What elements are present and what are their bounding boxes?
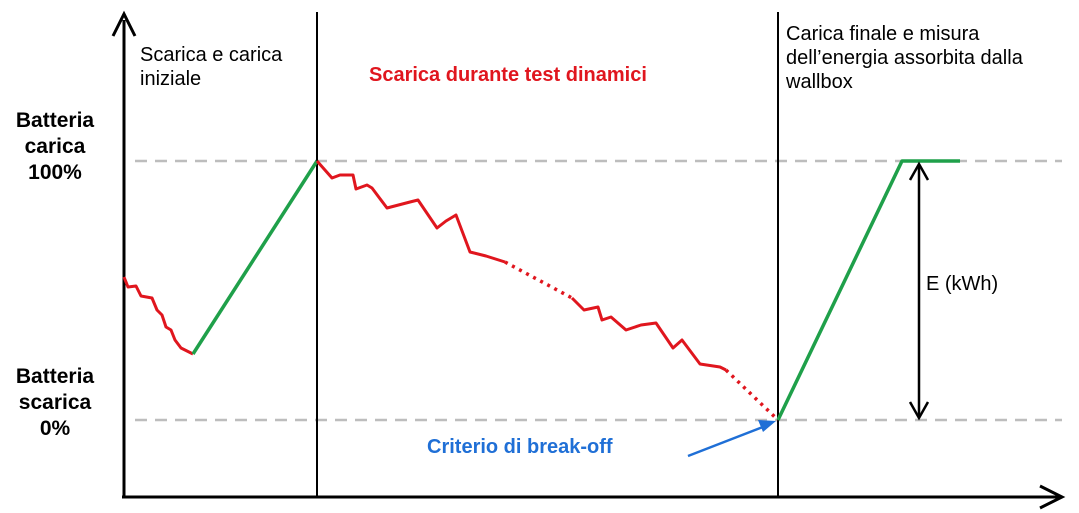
empty-battery-label-line-3: 0% [39,417,71,440]
phase-1-label-line-1: Scarica e carica [140,44,283,66]
energy-arrowhead-bottom [908,401,930,421]
phase-1-label-line-2: iniziale [140,68,202,90]
breakoff-arrow-shaft [687,423,769,458]
energy-arrowhead-top [908,161,930,181]
x-axis-arrowhead [1039,484,1066,510]
dynamic-discharge-dotted-1 [504,260,573,300]
breakoff-label: Criterio di break-off [427,436,613,458]
phase-3-label: Carica finale e misura dell’energia asso… [786,22,1023,94]
dynamic-discharge-curve-2 [570,296,727,372]
initial-discharge-curve [122,276,194,356]
initial-charge-line [191,160,319,355]
phase-3-label-line-2: dell’energia assorbita dalla [786,47,1023,69]
phase-1-label: Scarica e carica iniziale [140,43,282,91]
phase-3-label-line-1: Carica finale e misura [786,23,980,45]
dynamic-discharge-curve-1 [315,160,506,264]
y-axis-arrowhead [111,10,137,37]
final-charge-line [776,159,960,421]
phase-3-label-line-3: wallbox [786,71,853,93]
full-battery-label-line-2: carica [24,135,86,158]
empty-battery-label-line-2: scarica [18,391,92,414]
empty-battery-label-line-1: Batteria [15,365,95,388]
phase-2-label: Scarica durante test dinamici [369,64,647,86]
breakoff-arrowhead [758,420,776,432]
full-battery-label-line-1: Batteria [15,109,95,132]
full-battery-label: Batteria carica 100% [6,108,104,186]
dynamic-discharge-dotted-2 [724,368,780,422]
full-battery-label-line-3: 100% [28,161,82,184]
energy-label: E (kWh) [926,273,999,295]
empty-battery-label: Batteria scarica 0% [6,364,104,442]
